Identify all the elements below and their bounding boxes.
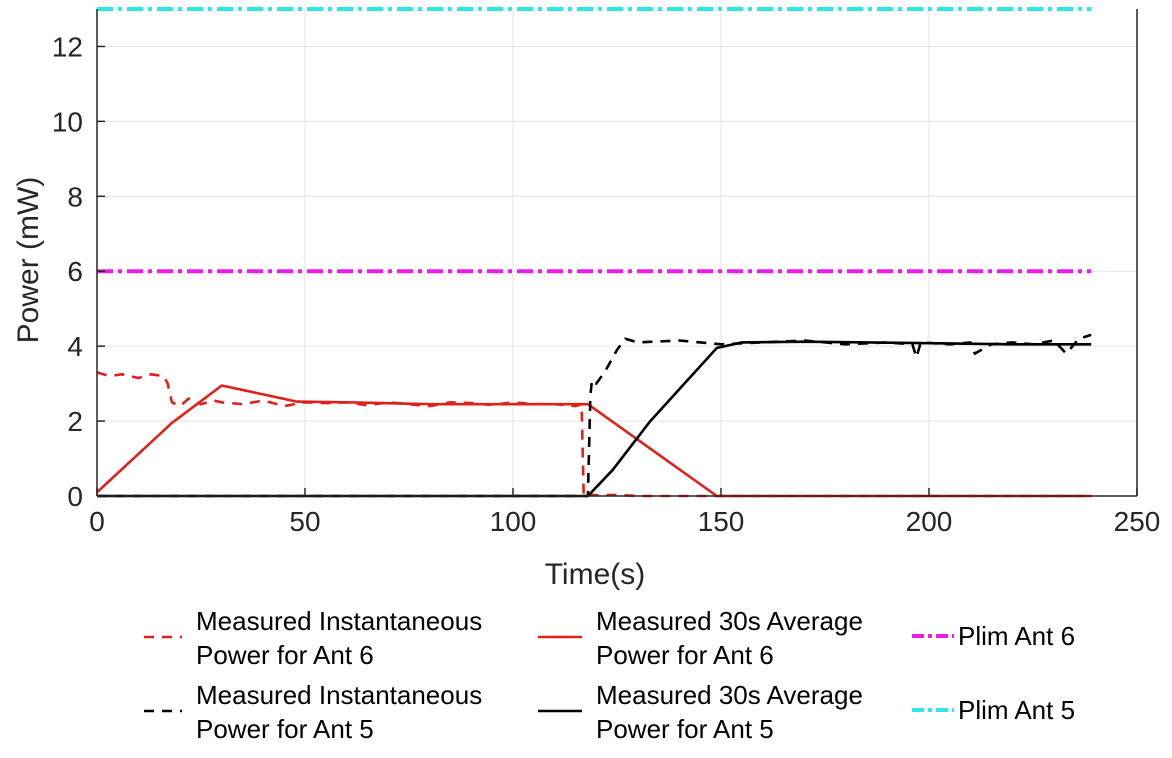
legend-label-2: Measured 30s Average xyxy=(596,606,863,636)
legend-label-3: Measured Instantaneous xyxy=(196,680,482,710)
legend-label-6: Plim Ant 5 xyxy=(958,695,1075,725)
y-axis-label: Power (mW) xyxy=(12,177,45,344)
x-tick-label: 0 xyxy=(89,506,105,537)
x-tick-label: 150 xyxy=(698,506,745,537)
series-lines xyxy=(96,7,1092,498)
series-line-3 xyxy=(97,333,1092,498)
legend-label-2: Power for Ant 6 xyxy=(596,640,774,670)
legend-label-4: Measured 30s Average xyxy=(596,680,863,710)
y-tick-label: 8 xyxy=(67,181,83,212)
y-tick-labels: 0 2 4 6 8 10 12 xyxy=(52,31,83,512)
axes-frame xyxy=(96,9,1138,497)
x-tick-label: 200 xyxy=(906,506,953,537)
x-axis-label: Time(s) xyxy=(545,558,646,591)
series-line-2 xyxy=(96,384,1092,498)
x-tick-label: 250 xyxy=(1114,506,1161,537)
y-tick-label: 2 xyxy=(67,406,83,437)
series-line-4 xyxy=(97,340,1092,498)
x-tick-labels: 0 50 100 150 200 250 xyxy=(89,506,1160,537)
legend-label-3: Power for Ant 5 xyxy=(196,714,374,744)
legend-label-4: Power for Ant 5 xyxy=(596,714,774,744)
legend-label-1: Measured Instantaneous xyxy=(196,606,482,636)
x-tick-label: 50 xyxy=(289,506,320,537)
legend-label-1: Power for Ant 6 xyxy=(196,640,374,670)
y-tick-label: 4 xyxy=(67,331,83,362)
x-tick-label: 100 xyxy=(490,506,537,537)
y-tick-label: 0 xyxy=(67,481,83,512)
y-tick-label: 6 xyxy=(67,256,83,287)
grid xyxy=(96,9,1138,497)
legend-label-5: Plim Ant 6 xyxy=(958,621,1075,651)
y-tick-label: 10 xyxy=(52,106,83,137)
y-tick-label: 12 xyxy=(52,31,83,62)
legend: Measured Instantaneous Power for Ant 6 Mea… xyxy=(144,606,1075,744)
